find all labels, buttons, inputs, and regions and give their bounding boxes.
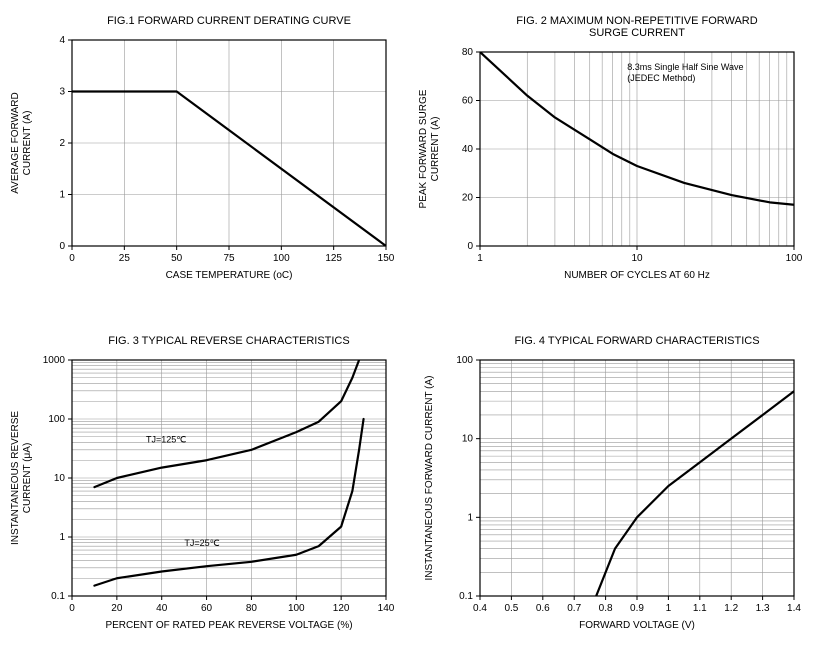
svg-text:INSTANTANEOUS REVERSE: INSTANTANEOUS REVERSE	[10, 411, 21, 545]
svg-text:50: 50	[171, 253, 183, 264]
svg-text:0.8: 0.8	[599, 603, 613, 614]
fig3-container: 0 20 40 60 80 100 120 140 0.1 1 10 100 1000 TJ=125℃ TJ…	[10, 330, 398, 640]
svg-text:2: 2	[59, 138, 65, 149]
svg-text:10: 10	[462, 434, 474, 445]
chart-title: FIG. 2 MAXIMUM NON-REPETITIVE FORWARD	[516, 15, 757, 27]
svg-text:0.5: 0.5	[504, 603, 518, 614]
chart-title: FIG.1 FORWARD CURRENT DERATING CURVE	[107, 15, 351, 27]
svg-text:100: 100	[273, 253, 290, 264]
svg-text:1: 1	[59, 532, 65, 543]
x-axis-label: PERCENT OF RATED PEAK REVERSE VOLTAGE (%…	[105, 620, 352, 631]
annotation-text: (JEDEC Method)	[627, 73, 695, 83]
y-axis-label: AVERAGE FORWARDCURRENT (A)	[10, 92, 33, 194]
svg-text:100: 100	[456, 355, 473, 366]
fig1-chart: 0 25 50 75 100 125 150 0 1 2 3 4 CASE TEMPERATURE (o…	[10, 10, 398, 290]
fig4-chart: 0.4 0.5 0.6 0.7 0.8 0.9 1 1.1 1.2 1.3 1.4 0.1 1 10 100…	[418, 330, 806, 640]
svg-text:1: 1	[477, 253, 483, 264]
svg-text:80: 80	[462, 47, 474, 58]
charts-grid: 025507510012515001234CASE TEMPERATURE (o…	[10, 10, 806, 640]
svg-text:40: 40	[156, 603, 168, 614]
svg-text:CURRENT (A): CURRENT (A)	[430, 117, 441, 182]
x-axis-label: NUMBER OF CYCLES AT 60 Hz	[564, 270, 710, 281]
fig3-chart: 0 20 40 60 80 100 120 140 0.1 1 10 100 1000 TJ=125℃ TJ…	[10, 330, 398, 640]
svg-text:0: 0	[69, 253, 75, 264]
svg-text:0.9: 0.9	[630, 603, 644, 614]
svg-text:20: 20	[462, 193, 474, 204]
svg-text:125: 125	[325, 253, 342, 264]
svg-text:0.1: 0.1	[51, 591, 65, 602]
svg-text:10: 10	[54, 473, 66, 484]
x-axis-label: FORWARD VOLTAGE (V)	[579, 620, 695, 631]
svg-text:INSTANTANEOUS FORWARD CURRENT: INSTANTANEOUS FORWARD CURRENT (A)	[424, 375, 435, 580]
svg-text:60: 60	[462, 96, 474, 107]
x-axis-label: CASE TEMPERATURE (oC)	[166, 270, 293, 281]
fig2-container: 1 10 100 0 20 40 60 80 NUMBER OF CYCLES AT 60 Hz…	[418, 10, 806, 300]
svg-text:1.3: 1.3	[756, 603, 770, 614]
y-axis-label: PEAK FORWARD SURGECURRENT (A)	[418, 89, 441, 208]
series-label: TJ=125℃	[146, 434, 186, 444]
svg-text:140: 140	[378, 603, 395, 614]
svg-text:1.2: 1.2	[724, 603, 738, 614]
svg-text:100: 100	[288, 603, 305, 614]
chart-title: SURGE CURRENT	[589, 27, 685, 39]
svg-text:10: 10	[631, 253, 643, 264]
svg-text:1: 1	[666, 603, 672, 614]
svg-text:100: 100	[786, 253, 803, 264]
svg-text:20: 20	[111, 603, 123, 614]
svg-text:0.7: 0.7	[567, 603, 581, 614]
svg-text:0.4: 0.4	[473, 603, 487, 614]
svg-text:1000: 1000	[43, 355, 66, 366]
svg-text:1: 1	[467, 512, 473, 523]
svg-text:CURRENT (μA): CURRENT (μA)	[22, 443, 33, 514]
y-axis-label: INSTANTANEOUS REVERSECURRENT (μA)	[10, 411, 33, 545]
svg-text:0: 0	[69, 603, 75, 614]
svg-text:3: 3	[59, 87, 65, 98]
svg-text:1.1: 1.1	[693, 603, 707, 614]
y-axis-label: INSTANTANEOUS FORWARD CURRENT (A)	[424, 375, 435, 580]
svg-text:PEAK FORWARD SURGE: PEAK FORWARD SURGE	[418, 89, 429, 208]
svg-text:CURRENT (A): CURRENT (A)	[22, 111, 33, 176]
svg-text:AVERAGE FORWARD: AVERAGE FORWARD	[10, 92, 21, 194]
svg-text:75: 75	[223, 253, 235, 264]
fig1-container: 0 25 50 75 100 125 150 0 1 2 3 4 CASE TEMPERATURE (o…	[10, 10, 398, 300]
svg-text:40: 40	[462, 144, 474, 155]
svg-text:1.4: 1.4	[787, 603, 801, 614]
svg-text:4: 4	[59, 35, 65, 46]
svg-text:0.6: 0.6	[536, 603, 550, 614]
fig4-container: 0.4 0.5 0.6 0.7 0.8 0.9 1 1.1 1.2 1.3 1.4 0.1 1 10 100…	[418, 330, 806, 640]
svg-text:0: 0	[59, 241, 65, 252]
chart-title: FIG. 4 TYPICAL FORWARD CHARACTERISTICS	[514, 335, 759, 347]
svg-text:80: 80	[246, 603, 258, 614]
annotation-text: 8.3ms Single Half Sine Wave	[627, 62, 743, 72]
svg-text:1: 1	[59, 190, 65, 201]
svg-text:25: 25	[119, 253, 131, 264]
svg-text:100: 100	[48, 414, 65, 425]
series-label: TJ=25℃	[184, 538, 219, 548]
svg-text:0.1: 0.1	[459, 591, 473, 602]
svg-text:60: 60	[201, 603, 213, 614]
svg-text:0: 0	[467, 241, 473, 252]
chart-title: FIG. 3 TYPICAL REVERSE CHARACTERISTICS	[108, 335, 349, 347]
fig2-chart: 1 10 100 0 20 40 60 80 NUMBER OF CYCLES AT 60 Hz…	[418, 10, 806, 290]
svg-text:120: 120	[333, 603, 350, 614]
svg-text:150: 150	[378, 253, 395, 264]
